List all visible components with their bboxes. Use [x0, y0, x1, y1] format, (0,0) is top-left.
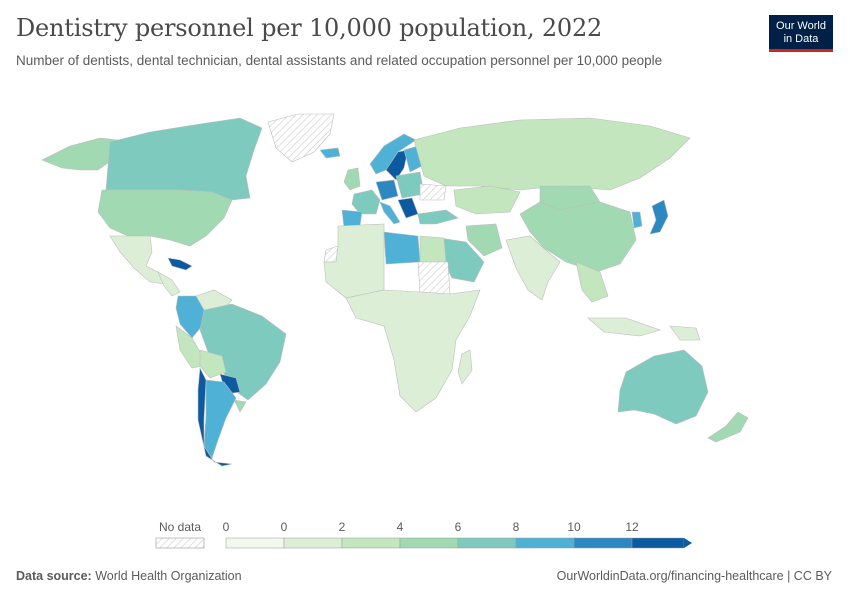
data-source-label: Data source: [16, 569, 92, 583]
region-japan[interactable] [649, 199, 669, 235]
region-sweden[interactable] [385, 149, 409, 181]
region-egypt[interactable] [419, 235, 447, 263]
legend-no-data-label: No data [159, 520, 201, 534]
region-iran[interactable] [465, 223, 503, 257]
legend-tick-6: 10 [567, 520, 581, 534]
legend-tick-2: 2 [339, 520, 346, 534]
legend-tick-7: 12 [625, 520, 639, 534]
legend-tick-4: 6 [455, 520, 462, 534]
region-turkey[interactable] [417, 209, 459, 225]
region-indonesia[interactable] [587, 317, 661, 337]
region-india[interactable] [505, 235, 561, 301]
legend-bin-6 [573, 537, 633, 549]
region-madagascar[interactable] [457, 349, 473, 385]
region-brazil[interactable] [199, 303, 287, 401]
legend-bin-7 [631, 537, 685, 549]
region-alaska[interactable] [41, 137, 119, 171]
legend-bin-5 [515, 537, 575, 549]
region-colombia[interactable] [175, 295, 205, 339]
region-sub-saharan-africa[interactable] [345, 289, 481, 413]
legend-bin-2 [341, 537, 401, 549]
region-southeast-asia[interactable] [575, 261, 609, 303]
region-bolivia[interactable] [199, 349, 227, 379]
region-western-sahara[interactable] [323, 245, 339, 263]
map-legend: No data 0 0 2 4 6 8 10 12 [155, 520, 692, 549]
region-north-africa[interactable] [323, 223, 385, 299]
region-ukraine[interactable] [419, 183, 447, 201]
chart-title: Dentistry personnel per 10,000 populatio… [16, 14, 603, 42]
region-united-kingdom[interactable] [343, 167, 361, 191]
region-argentina[interactable] [203, 379, 237, 459]
region-iceland[interactable] [319, 147, 341, 159]
region-china[interactable] [519, 201, 637, 273]
region-france[interactable] [351, 189, 381, 215]
legend-bin-1 [283, 537, 343, 549]
source-url[interactable]: OurWorldinData.org/financing-healthcare … [556, 569, 832, 583]
region-norway[interactable] [369, 133, 417, 175]
data-source-value: World Health Organization [95, 569, 242, 583]
region-libya[interactable] [383, 231, 421, 265]
region-italy[interactable] [379, 201, 401, 225]
region-central-america[interactable] [157, 271, 181, 297]
data-source: Data source: World Health Organization [16, 569, 242, 583]
region-sudan[interactable] [417, 261, 451, 295]
region-chile[interactable] [197, 366, 233, 467]
region-cuba[interactable] [167, 257, 193, 271]
region-canada[interactable] [105, 117, 263, 201]
region-australia[interactable] [617, 349, 709, 425]
legend-bin-3 [399, 537, 459, 549]
region-mexico[interactable] [109, 235, 167, 285]
region-kazakhstan[interactable] [453, 185, 521, 215]
legend-arrow [684, 538, 692, 548]
legend-tick-0: 0 [223, 520, 230, 534]
chart-subtitle: Number of dentists, dental technician, d… [16, 53, 663, 68]
region-balkans[interactable] [397, 197, 419, 219]
legend-bin-0 [225, 537, 285, 549]
logo-line-1: Our World [776, 20, 826, 32]
legend-bin-4 [457, 537, 517, 549]
legend-no-data-swatch [155, 537, 205, 549]
legend-tick-labels: 0 0 2 4 6 8 10 12 [223, 520, 639, 534]
region-germany[interactable] [375, 179, 399, 201]
region-russia[interactable] [413, 117, 691, 191]
region-greenland[interactable] [267, 113, 335, 163]
region-united-states[interactable] [97, 189, 233, 247]
legend-tick-3: 4 [397, 520, 404, 534]
owid-logo[interactable]: Our World in Data [769, 15, 833, 52]
region-papua-new-guinea[interactable] [669, 325, 701, 341]
legend-tick-1: 0 [281, 520, 288, 534]
region-new-zealand[interactable] [707, 411, 749, 443]
legend-color-bins [225, 537, 692, 549]
world-map[interactable] [0, 90, 850, 500]
logo-line-2: in Data [783, 33, 819, 45]
legend-tick-5: 8 [513, 520, 520, 534]
region-korea[interactable] [631, 211, 643, 229]
region-uruguay[interactable] [233, 399, 247, 413]
